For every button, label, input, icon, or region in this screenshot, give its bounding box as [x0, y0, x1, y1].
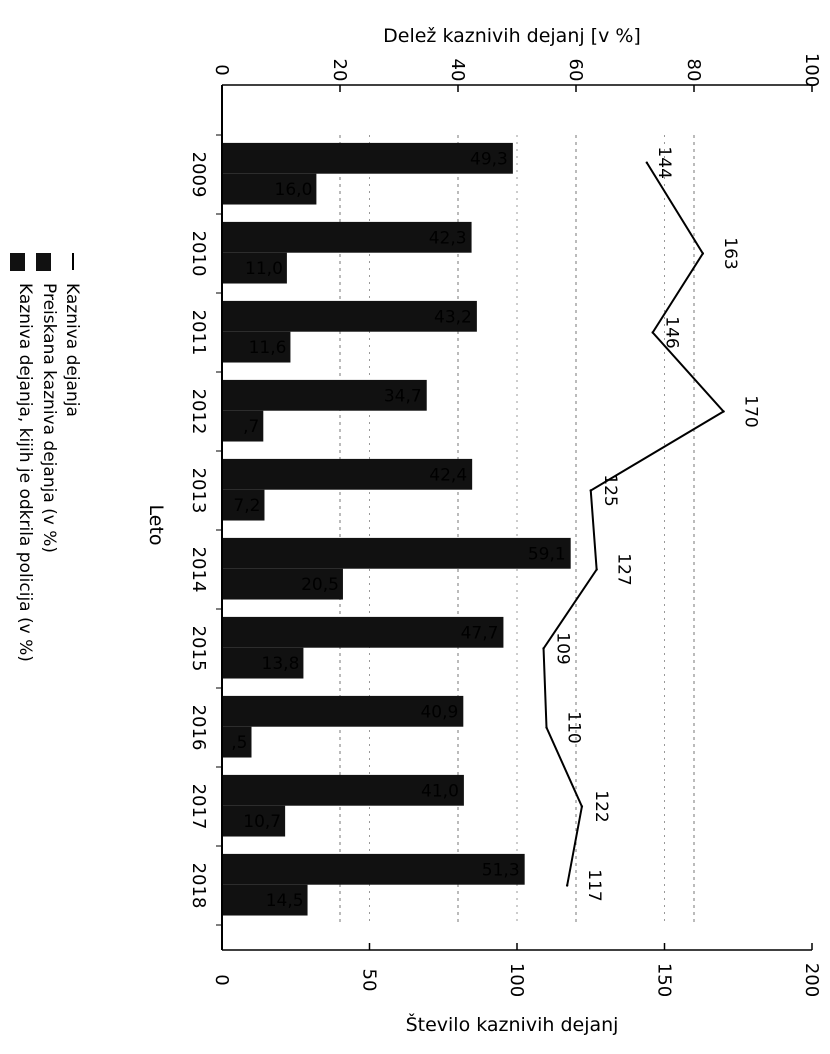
- bar-policija: [222, 568, 343, 600]
- bar-policija: [222, 884, 308, 916]
- line-label: 122: [591, 790, 611, 822]
- category-label: 2013: [188, 468, 209, 514]
- bar-label-policija: 14,5: [266, 891, 304, 911]
- legend-label-policija: Kazniva dejanja, kijih je odkrila polici…: [15, 283, 35, 662]
- bar-label-policija: 16,0: [275, 180, 313, 200]
- legend-box-policija: [10, 253, 25, 271]
- line-label: 125: [600, 474, 620, 506]
- category-label: 2018: [188, 863, 209, 909]
- legend-label-preiskana: Preiskana kazniva dejanja (v %): [39, 283, 59, 553]
- line-label: 144: [654, 146, 674, 178]
- category-label: 2011: [188, 310, 209, 356]
- count-tick-label: 100: [506, 963, 527, 997]
- bar-policija: [222, 489, 265, 521]
- bar-label-policija: 13,8: [262, 654, 300, 674]
- line-point: [595, 568, 598, 571]
- line-point: [545, 726, 548, 729]
- bar-preiskana: [222, 537, 571, 569]
- line-label: 170: [741, 395, 761, 427]
- bar-policija: [222, 331, 291, 363]
- legend: Kazniva dejanja Preiskana kazniva dejanj…: [10, 253, 82, 662]
- category-label: 2017: [188, 784, 209, 830]
- bar-label-preiskana: 49,3: [470, 149, 508, 169]
- percent-tick-label: 40: [447, 59, 468, 82]
- bar-policija: [222, 410, 264, 442]
- line-point: [722, 410, 725, 413]
- bar-label-preiskana: 42,3: [429, 228, 467, 248]
- category-label: 2009: [188, 152, 209, 198]
- bar-policija: [222, 252, 287, 284]
- bar-label-preiskana: 43,2: [434, 307, 472, 327]
- percent-axis-title: Delež kaznivih dejanj [v %]: [383, 25, 641, 47]
- line-label: 117: [584, 869, 604, 901]
- line-point: [645, 161, 648, 164]
- category-label: 2015: [188, 626, 209, 672]
- bar-preiskana: [222, 695, 464, 727]
- line-label: 163: [720, 237, 740, 269]
- line-label: 110: [564, 711, 584, 743]
- count-tick-label: 0: [211, 974, 232, 985]
- line-label: 109: [553, 632, 573, 664]
- bar-label-preiskana: 34,7: [384, 386, 422, 406]
- bar-preiskana: [222, 774, 464, 806]
- line-point: [651, 331, 654, 334]
- line-point: [589, 489, 592, 492]
- bar-label-preiskana: 42,4: [429, 465, 467, 485]
- bar-label-policija: ,7: [243, 417, 259, 437]
- bar-label-policija: ,5: [231, 733, 247, 753]
- legend-box-preiskana: [36, 253, 51, 271]
- bar-preiskana: [222, 616, 504, 648]
- bar-policija: [222, 805, 286, 837]
- percent-tick-label: 80: [683, 59, 704, 82]
- bar-preiskana: [222, 379, 427, 411]
- category-label: 2014: [188, 547, 209, 593]
- count-tick-label: 200: [801, 963, 822, 997]
- line-point: [701, 252, 705, 255]
- bar-preiskana: [222, 142, 513, 174]
- bar-policija: [222, 647, 304, 679]
- bar-preiskana: [222, 853, 525, 885]
- bar-label-policija: 10,7: [243, 812, 281, 832]
- count-tick-label: 150: [654, 963, 675, 997]
- bar-series: [222, 142, 571, 916]
- bar-label-preiskana: 40,9: [420, 702, 458, 722]
- bar-policija: [222, 726, 252, 758]
- bar-label-policija: 11,6: [249, 338, 287, 358]
- labels: 0 20 40 60 80 100 0 50 100 150 200 2009 2010 2011 2012…: [188, 53, 822, 997]
- bar-label-preiskana: 47,7: [461, 623, 499, 643]
- line-series: [542, 161, 726, 887]
- line-kazniva-dejanja: [542, 162, 726, 886]
- bar-preiskana: [222, 458, 473, 490]
- count-axis-title: Število kaznivih dejanj: [406, 1012, 619, 1036]
- bar-label-preiskana: 59,1: [528, 544, 566, 564]
- bar-label-policija: 7,2: [233, 496, 260, 516]
- line-point: [565, 884, 569, 887]
- axes: [216, 84, 813, 951]
- bar-preiskana: [222, 221, 472, 253]
- category-label: 2012: [188, 389, 209, 435]
- percent-tick-label: 60: [565, 59, 586, 82]
- percent-tick-label: 100: [801, 53, 822, 87]
- line-label: 127: [614, 553, 634, 585]
- percent-tick-label: 0: [211, 64, 232, 75]
- bar-label-preiskana: 41,0: [421, 781, 459, 801]
- bar-label-policija: 20,5: [301, 575, 339, 595]
- grid-lines: [339, 135, 695, 925]
- category-axis-title: Leto: [145, 504, 167, 545]
- bar-label-policija: 11,0: [245, 259, 283, 279]
- percent-tick-label: 20: [329, 59, 350, 82]
- bar-policija: [222, 173, 317, 205]
- line-label: 146: [662, 316, 682, 348]
- category-label: 2016: [188, 705, 209, 751]
- legend-label-kazniva-dejanja: Kazniva dejanja: [62, 283, 82, 417]
- line-point: [580, 805, 584, 808]
- bar-preiskana: [222, 300, 477, 332]
- bar-label-preiskana: 51,3: [482, 860, 520, 880]
- count-tick-label: 50: [359, 969, 380, 992]
- line-point: [542, 647, 545, 650]
- category-label: 2010: [188, 231, 209, 277]
